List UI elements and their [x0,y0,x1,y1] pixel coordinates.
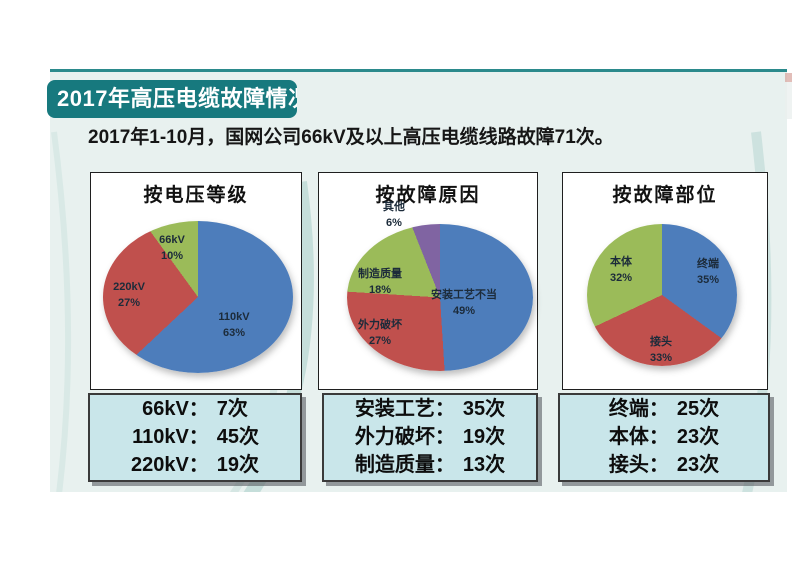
panel-title-voltage: 按电压等级 [143,185,249,206]
top-accent-rule [50,69,787,72]
stat-value: 23次 [676,426,720,448]
pie-label-220kv: 220kV 27% [113,281,145,309]
stat-value: 23次 [676,454,720,476]
pie-label-joint: 接头 33% [649,336,673,364]
pie-chart-cause [347,224,533,371]
stats-box-location: 终端： 25次 本体： 23次 接头： 23次 [558,393,770,482]
pie-label-110kv: 110kV 63% [218,311,250,339]
slide-content-area: 2017年高压电缆故障情况 2017年1-10月，国网公司66kV及以上高压电缆… [47,72,787,492]
chart-panel-voltage: 按电压等级 66kV 10% 220kV 27% 110kV 63% [90,172,302,390]
stats-box-cause: 安装工艺： 35次 外力破坏： 19次 制造质量： 13次 [322,393,538,482]
panel-title-location: 按故障部位 [612,185,718,206]
pie-chart-voltage [103,221,293,373]
stat-label: 外力破坏： [354,426,455,448]
chart-panel-cause: 按故障原因 其他 6% 制造质量 18% 外力破坏 27% 安装工艺不当 49% [318,172,538,390]
stat-value: 35次 [462,398,506,420]
stat-label: 安装工艺： [354,398,455,420]
slide-subtitle: 2017年1-10月，国网公司66kV及以上高压电缆线路故障71次。 [88,127,614,148]
stat-label: 本体： [608,426,669,448]
stat-value: 7次 [216,398,248,420]
stat-label: 接头： [608,454,669,476]
stat-label: 110kV： [132,426,209,448]
stat-value: 25次 [676,398,720,420]
pie-label-body: 本体 32% [609,256,633,284]
panel-title-cause: 按故障原因 [375,185,481,206]
stat-value: 19次 [216,454,260,476]
right-edge-mark [785,73,792,119]
stat-label: 制造质量： [354,454,455,476]
pie-label-66kv: 66kV 10% [159,234,185,262]
stat-value: 13次 [462,454,506,476]
stat-label: 66kV： [142,398,209,420]
pie-label-installation: 安装工艺不当 49% [431,289,497,317]
pie-label-external-damage: 外力破坏 27% [358,319,402,347]
stat-value: 19次 [462,426,506,448]
stat-label: 220kV： [130,454,209,476]
pie-label-manufacturing: 制造质量 18% [358,268,402,296]
chart-panel-location: 按故障部位 本体 32% 终端 35% 接头 33% [562,172,768,390]
stats-box-voltage: 66kV： 7次 110kV： 45次 220kV： 19次 [88,393,302,482]
pie-label-terminal: 终端 35% [696,258,720,286]
stats-grid-voltage: 66kV： 7次 110kV： 45次 220kV： 19次 [131,396,259,479]
stat-label: 终端： [608,398,669,420]
stat-value: 45次 [216,426,260,448]
stats-grid-cause: 安装工艺： 35次 外力破坏： 19次 制造质量： 13次 [355,396,505,479]
slide-title: 2017年高压电缆故障情况 [47,80,297,118]
pie-label-other: 其他 6% [383,201,405,229]
pie-chart-location [587,224,737,366]
stats-grid-location: 终端： 25次 本体： 23次 接头： 23次 [609,396,719,479]
